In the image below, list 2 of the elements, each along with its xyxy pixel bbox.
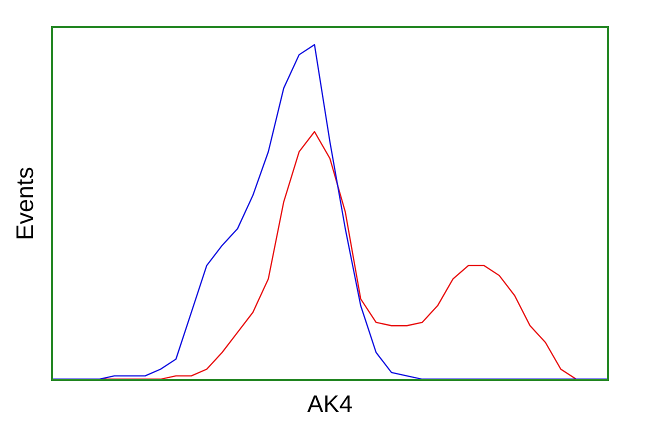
x-axis-title: AK4 <box>307 391 353 418</box>
y-axis-title: Events <box>12 166 40 240</box>
